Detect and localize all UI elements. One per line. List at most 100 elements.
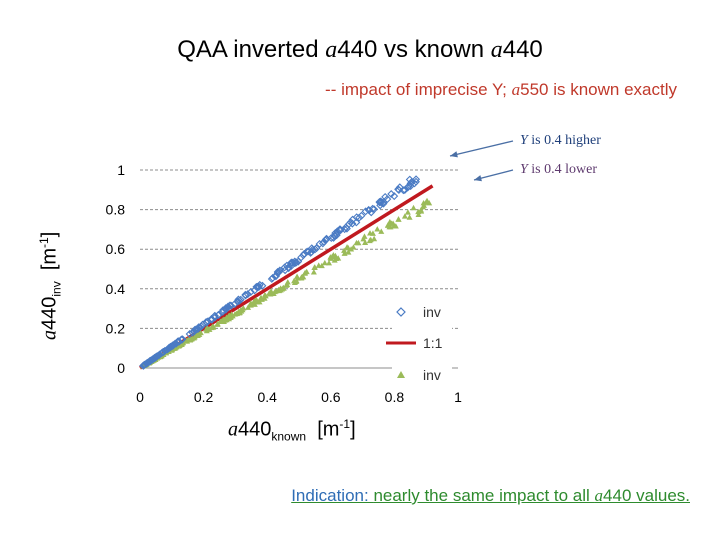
- annotation-lower: Y is 0.4 lower: [520, 162, 598, 177]
- point-lower: [311, 264, 318, 270]
- point-higher: [299, 251, 308, 260]
- y-tick-label: 0.8: [106, 202, 126, 218]
- point-higher: [139, 361, 148, 370]
- point-higher: [221, 305, 230, 314]
- point-lower: [424, 197, 431, 204]
- point-lower: [415, 208, 422, 215]
- point-lower: [258, 296, 265, 302]
- point-lower: [326, 259, 333, 266]
- point-lower: [214, 321, 221, 327]
- point-lower: [385, 222, 392, 228]
- point-lower: [392, 223, 399, 229]
- point-higher: [412, 175, 421, 184]
- y-tick-label: 1: [117, 162, 125, 178]
- point-higher: [376, 201, 385, 210]
- point-lower: [191, 334, 198, 340]
- chart-title: QAA inverted a440 vs known a440: [177, 36, 543, 63]
- point-higher: [255, 280, 264, 289]
- legend-marker-inv-higher: [396, 307, 406, 317]
- arrow-lower-head: [474, 175, 482, 182]
- point-lower: [362, 239, 369, 245]
- legend-label: inv: [423, 304, 441, 320]
- point-higher: [311, 245, 320, 254]
- legend-marker-inv-lower: [397, 371, 405, 378]
- point-higher: [352, 218, 361, 227]
- point-higher: [159, 347, 168, 356]
- point-lower: [245, 304, 252, 310]
- point-higher: [306, 248, 315, 257]
- legend-label: inv: [423, 367, 441, 383]
- chart-subtitle: -- impact of imprecise Y; a550 is known …: [325, 80, 677, 99]
- point-higher: [330, 231, 339, 240]
- point-lower: [178, 341, 185, 347]
- point-lower: [221, 316, 228, 323]
- point-higher: [204, 317, 212, 326]
- point-higher: [207, 315, 216, 324]
- point-lower: [395, 216, 402, 222]
- point-higher: [214, 311, 223, 320]
- x-tick-label: 0.6: [321, 389, 341, 405]
- point-lower: [404, 209, 411, 215]
- y-tick-label: 0.2: [106, 320, 126, 336]
- point-higher: [315, 239, 324, 248]
- point-higher: [370, 205, 379, 214]
- point-lower: [406, 214, 413, 220]
- point-higher: [340, 225, 349, 234]
- y-tick-label: 0.4: [106, 281, 126, 297]
- point-higher: [381, 192, 390, 201]
- point-higher: [399, 186, 408, 195]
- point-higher: [387, 190, 396, 198]
- point-lower: [415, 211, 422, 218]
- point-lower: [401, 213, 408, 219]
- y-tick-label: 0: [117, 360, 125, 376]
- y-axis-label: a440inv [m-1]: [37, 231, 64, 340]
- point-higher: [210, 313, 219, 322]
- point-higher: [150, 354, 159, 363]
- point-lower: [387, 223, 394, 230]
- point-lower: [240, 305, 247, 311]
- point-higher: [376, 197, 385, 206]
- point-higher: [254, 283, 263, 292]
- point-lower: [341, 247, 348, 253]
- point-lower: [330, 252, 337, 258]
- point-higher: [173, 337, 182, 346]
- point-lower: [247, 300, 254, 306]
- point-lower: [187, 336, 194, 342]
- arrow-higher-head: [450, 151, 458, 158]
- point-higher: [344, 220, 353, 229]
- point-higher: [407, 178, 416, 187]
- x-tick-label: 0.8: [385, 389, 405, 405]
- point-lower: [284, 281, 291, 288]
- point-lower: [369, 230, 376, 236]
- point-higher: [405, 175, 414, 184]
- point-lower: [388, 220, 395, 226]
- point-lower: [299, 273, 306, 280]
- point-lower: [374, 226, 381, 232]
- point-lower: [262, 292, 269, 299]
- point-higher: [361, 207, 370, 216]
- point-lower: [270, 290, 277, 297]
- annotation-higher: Y is 0.4 higher: [520, 133, 601, 148]
- point-higher: [327, 234, 336, 242]
- point-higher: [230, 300, 239, 309]
- point-lower: [366, 237, 373, 244]
- point-lower: [333, 255, 340, 261]
- point-higher: [294, 257, 303, 266]
- point-higher: [224, 302, 233, 311]
- x-tick-label: 0.4: [257, 389, 277, 405]
- point-higher: [202, 318, 211, 327]
- point-higher: [194, 323, 203, 332]
- x-tick-label: 0.2: [194, 389, 214, 405]
- x-tick-label: 1: [454, 389, 462, 405]
- point-higher: [271, 272, 280, 281]
- legend-label: 1:1: [423, 335, 443, 351]
- point-lower: [302, 269, 309, 276]
- point-higher: [241, 291, 250, 300]
- legend-box: [392, 298, 452, 384]
- y-tick-label: 0.6: [106, 241, 126, 257]
- point-lower: [341, 250, 348, 256]
- point-higher: [390, 192, 399, 201]
- bottom-note: Indication: nearly the same impact to al…: [291, 486, 690, 505]
- point-lower: [310, 269, 317, 275]
